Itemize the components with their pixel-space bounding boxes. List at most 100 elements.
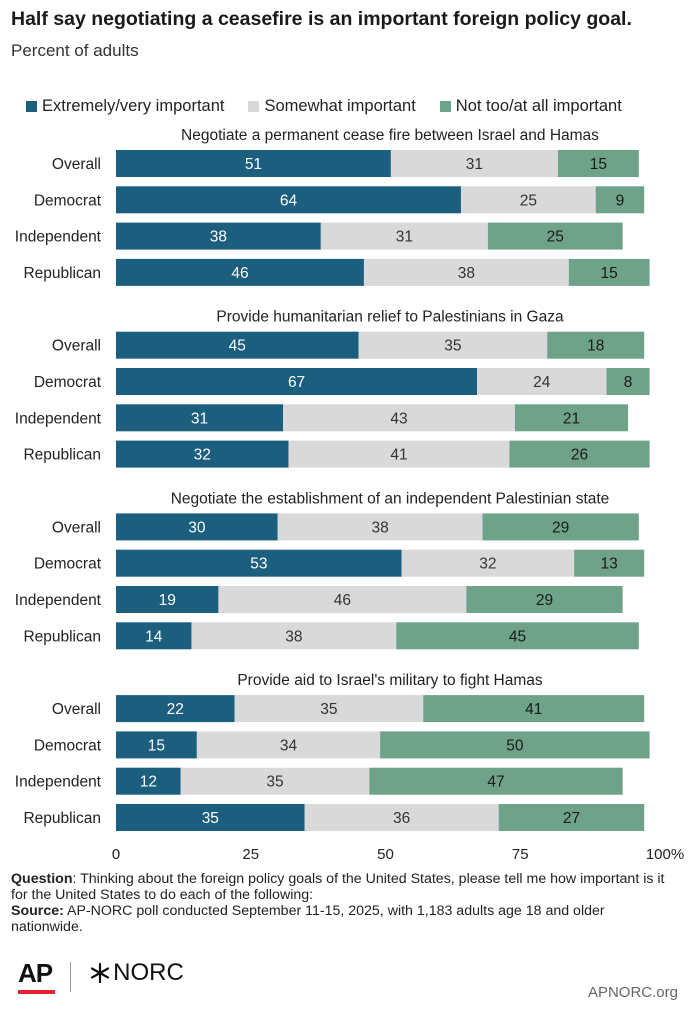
bar-segment <box>180 767 370 795</box>
bar-segment <box>369 767 623 795</box>
x-tick-label: 100% <box>646 846 684 863</box>
data-label: 35 <box>320 701 337 718</box>
chart-subtitle: Percent of adults <box>11 41 139 60</box>
chart-title: Half say negotiating a ceasefire is an i… <box>11 8 632 30</box>
data-label: 36 <box>393 810 410 827</box>
row-label: Overall <box>52 519 101 536</box>
ap-logo: AP <box>18 958 55 994</box>
bar-segment <box>116 731 197 759</box>
data-label: 35 <box>266 774 283 791</box>
bar-segment <box>116 150 391 177</box>
norc-logo-text: NORC <box>113 959 184 986</box>
bar-segment <box>234 695 424 723</box>
bar-segment <box>218 586 467 613</box>
data-label: 38 <box>285 628 302 645</box>
data-label: 34 <box>280 737 298 754</box>
panel-title: Negotiate the establishment of an indepe… <box>171 490 610 507</box>
bar-segment <box>116 222 321 250</box>
data-label: 32 <box>194 447 211 464</box>
x-tick-label: 25 <box>242 846 259 863</box>
legend: Extremely/very important Somewhat import… <box>26 95 622 117</box>
row-label: Independent <box>15 774 102 791</box>
data-label: 15 <box>601 265 618 282</box>
bar-segment <box>304 804 499 831</box>
data-label: 15 <box>148 737 165 754</box>
bar-segment <box>116 258 364 286</box>
row-label: Republican <box>23 447 101 464</box>
data-label: 27 <box>563 810 580 827</box>
data-label: 24 <box>533 374 551 391</box>
row-label: Democrat <box>34 556 102 573</box>
bar-segment <box>196 731 381 759</box>
ap-logo-text: AP <box>18 958 53 988</box>
bar-segment <box>288 440 510 468</box>
data-label: 31 <box>396 229 413 246</box>
data-label: 32 <box>479 556 496 573</box>
data-label: 15 <box>590 156 607 173</box>
bar-segment <box>116 331 359 359</box>
bar-segment <box>606 368 650 395</box>
data-label: 43 <box>390 410 407 427</box>
data-label: 38 <box>371 519 388 536</box>
bar-segment <box>477 368 607 395</box>
data-label: 46 <box>334 592 351 609</box>
data-label: 41 <box>390 447 407 464</box>
source-text: AP-NORC poll conducted September 11-15, … <box>11 903 605 935</box>
data-label: 25 <box>547 229 564 246</box>
data-label: 50 <box>506 737 524 754</box>
bar-segment <box>380 731 650 759</box>
legend-swatch-not-important <box>439 100 451 112</box>
source-note: Source: AP-NORC poll conducted September… <box>11 903 679 935</box>
bar-segment <box>320 222 488 250</box>
norc-logo: NORC <box>89 960 184 986</box>
bar-segment <box>116 695 235 723</box>
data-label: 38 <box>210 229 227 246</box>
data-label: 31 <box>466 156 483 173</box>
bar-segment <box>574 549 645 577</box>
bar-segment <box>116 586 219 613</box>
bar-segment <box>116 804 305 831</box>
data-label: 41 <box>525 701 542 718</box>
panel-4: Provide aid to Israel's military to figh… <box>15 672 650 831</box>
data-label: 46 <box>231 265 248 282</box>
legend-swatch-somewhat-important <box>248 100 260 112</box>
bar-segment <box>514 404 629 432</box>
data-label: 31 <box>191 410 208 427</box>
logo-divider <box>70 962 72 992</box>
panel-title: Provide aid to Israel's military to figh… <box>237 672 543 689</box>
row-label: Democrat <box>34 192 102 209</box>
data-label: 18 <box>587 338 604 355</box>
legend-label-somewhat-important: Somewhat important <box>264 96 416 115</box>
row-label: Independent <box>15 229 102 246</box>
bar-segment <box>116 513 278 541</box>
bar-segment <box>277 513 483 541</box>
bar-segment <box>509 440 650 468</box>
x-tick-label: 0 <box>112 846 120 863</box>
legend-item-not-important: Not too/at all important <box>439 96 622 116</box>
question-text: : Thinking about the foreign policy goal… <box>11 871 665 903</box>
bar-segment <box>116 186 461 214</box>
panel-3: Negotiate the establishment of an indepe… <box>15 490 645 650</box>
row-label: Republican <box>23 810 101 827</box>
chart-notes: Question: Thinking about the foreign pol… <box>11 871 679 935</box>
panel-title: Provide humanitarian relief to Palestini… <box>216 309 564 326</box>
bar-segment <box>116 368 478 395</box>
data-label: 51 <box>245 156 262 173</box>
bar-segment <box>191 622 397 650</box>
bar-segment <box>116 767 181 795</box>
bar-segment <box>401 549 575 577</box>
legend-swatch-very-important <box>26 100 37 112</box>
data-label: 35 <box>444 338 461 355</box>
row-label: Republican <box>23 628 101 645</box>
data-label: 9 <box>616 192 625 209</box>
data-label: 14 <box>145 628 163 645</box>
x-tick-label: 50 <box>377 846 394 863</box>
data-label: 67 <box>288 374 305 391</box>
data-label: 26 <box>571 447 588 464</box>
legend-item-somewhat-important: Somewhat important <box>248 96 416 116</box>
bar-segment <box>568 258 650 286</box>
data-label: 64 <box>280 192 298 209</box>
bar-segment <box>482 513 639 541</box>
legend-label-not-important: Not too/at all important <box>455 96 622 115</box>
row-label: Independent <box>15 410 102 427</box>
